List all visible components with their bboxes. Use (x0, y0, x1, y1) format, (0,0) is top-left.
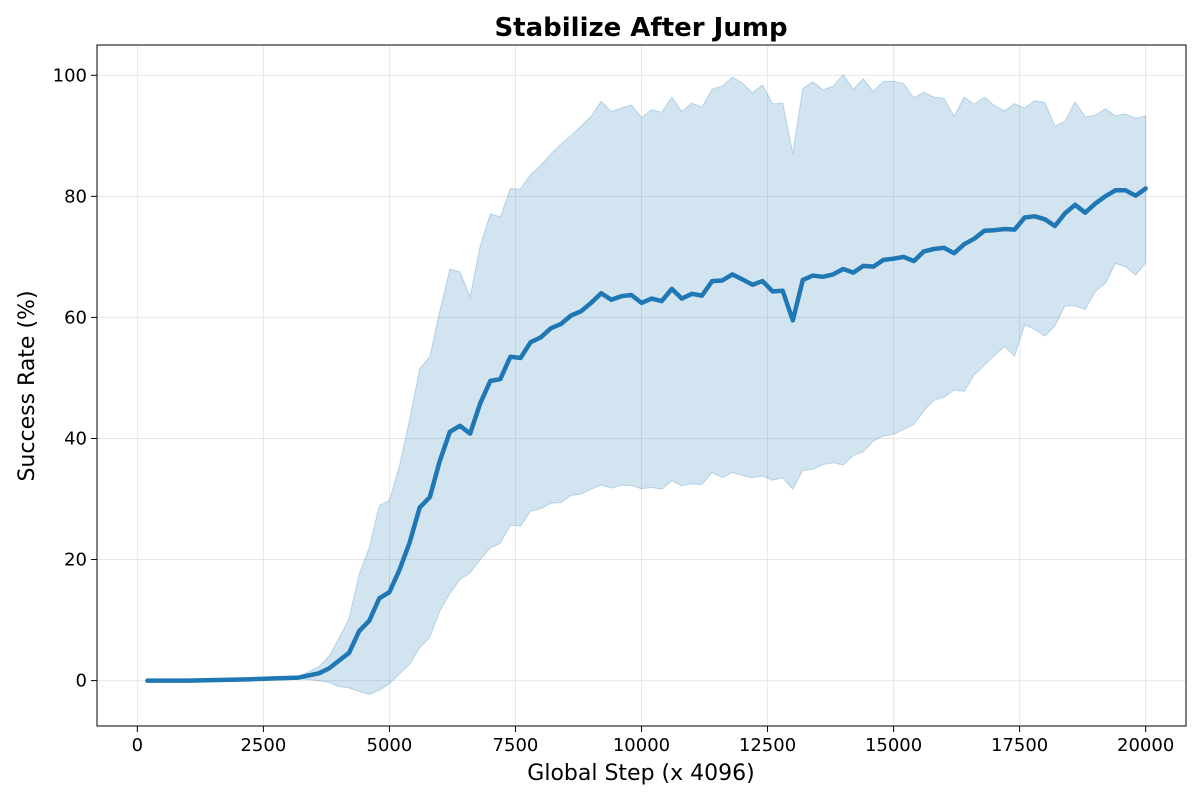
chart-title: Stabilize After Jump (494, 13, 787, 43)
x-tick-label: 15000 (865, 735, 922, 756)
x-tick-label: 2500 (240, 735, 286, 756)
y-axis-label: Success Rate (%) (15, 290, 40, 481)
mean-line (145, 186, 1148, 683)
x-tick-label: 10000 (613, 735, 670, 756)
y-tick-label: 20 (64, 550, 87, 571)
y-tick-label: 80 (64, 186, 87, 207)
x-tick-label: 5000 (367, 735, 413, 756)
x-tick-label: 17500 (991, 735, 1048, 756)
x-tick-label: 12500 (739, 735, 796, 756)
grid (97, 45, 1186, 726)
x-tick-label: 20000 (1117, 735, 1174, 756)
x-axis: 0 2500 5000 7500 10000 12500 15000 17500 20000 (132, 726, 1174, 756)
y-tick-label: 40 (64, 428, 87, 449)
y-axis: 0 20 40 60 80 100 (53, 65, 97, 692)
y-tick-label: 60 (64, 307, 87, 328)
x-tick-label: 0 (132, 735, 143, 756)
x-tick-label: 7500 (493, 735, 539, 756)
x-axis-label: Global Step (x 4096) (527, 761, 754, 786)
y-tick-label: 0 (76, 671, 87, 692)
y-tick-label: 100 (53, 65, 87, 86)
